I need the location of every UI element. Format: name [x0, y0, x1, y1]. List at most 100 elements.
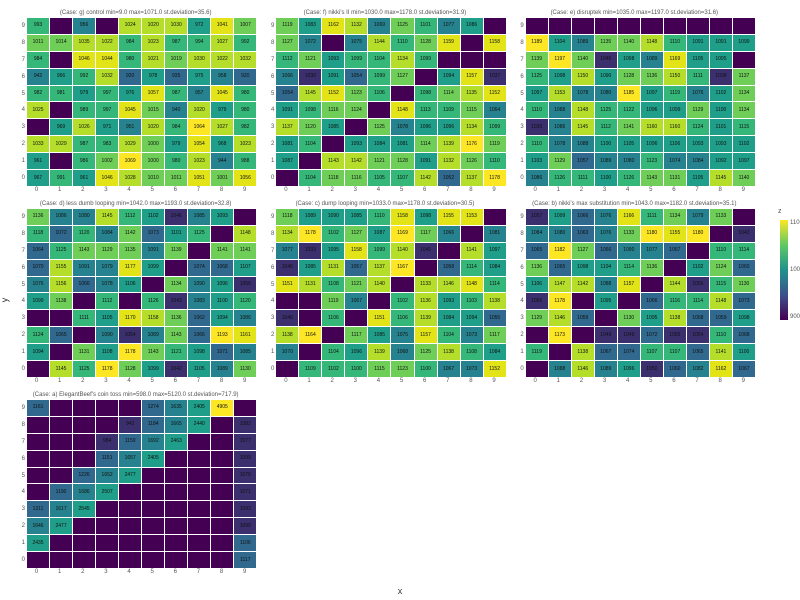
heatmap-cell: 1139	[415, 310, 437, 326]
heatmap-cell: 944	[211, 153, 233, 169]
heatmap-cell: 1136	[27, 209, 49, 225]
x-tick-label: 7	[446, 187, 449, 193]
heatmap-cell: 1140	[618, 35, 640, 51]
heatmap-cell: 1110	[710, 243, 732, 259]
heatmap-cell	[119, 552, 141, 568]
heatmap-cell: 1064	[484, 102, 506, 118]
heatmap: 1136108610801145111211021046108510931118…	[27, 209, 256, 377]
heatmap-cell: 1112	[595, 119, 617, 135]
y-tick-label: 7	[514, 248, 524, 254]
x-tick-label: 1	[58, 187, 61, 193]
heatmap-cell: 1148	[572, 102, 594, 118]
x-tick-label: 0	[284, 378, 287, 384]
y-tick-label: 5	[514, 282, 524, 288]
x-tick-label: 1	[557, 187, 560, 193]
heatmap-cell: 1137	[733, 69, 755, 85]
heatmap-cell: 1143	[142, 344, 164, 360]
heatmap-cell: 1067	[595, 344, 617, 360]
heatmap-cell: 1136	[641, 69, 663, 85]
heatmap-cell: 958	[211, 69, 233, 85]
heatmap-cell: 1131	[322, 260, 344, 276]
heatmap-cell: 1030	[165, 18, 187, 34]
heatmap-cell: 1025	[27, 102, 49, 118]
x-axis-ticks: 0123456789	[524, 187, 755, 193]
heatmap-cell: 1035	[73, 35, 95, 51]
heatmap-cell	[165, 484, 187, 500]
heatmap-cell: 1133	[415, 277, 437, 293]
heatmap-cell: 1105	[687, 170, 709, 186]
heatmap-cell: 1058	[438, 260, 460, 276]
heatmap-cell	[73, 518, 95, 534]
heatmap-cell: 1134	[733, 102, 755, 118]
heatmap-cell: 1148	[641, 35, 663, 51]
heatmap-cell: 940	[165, 102, 187, 118]
heatmap-cell: 1091	[73, 260, 95, 276]
heatmap-cell: 2463	[165, 434, 187, 450]
heatmap-cell	[391, 277, 413, 293]
heatmap-cell: 1093	[687, 136, 709, 152]
heatmap-cell: 1142	[415, 170, 437, 186]
heatmap-cell	[345, 310, 367, 326]
heatmap-cell: 1127	[391, 69, 413, 85]
heatmap-cell: 1099	[142, 361, 164, 377]
heatmap-cell: 1635	[165, 400, 187, 416]
heatmap-cell	[50, 52, 72, 68]
heatmap-cell: 1099	[549, 209, 571, 225]
heatmap-cell: 967	[27, 170, 49, 186]
heatmap-cell: 1065	[687, 344, 709, 360]
y-tick-label: 7	[264, 248, 274, 254]
x-axis-label: x	[398, 586, 403, 596]
figure: y x (Case: g) control min=9.0 max=1071.0…	[0, 0, 800, 600]
heatmap-cell: 1141	[211, 243, 233, 259]
heatmap-cell: 1125	[188, 226, 210, 242]
heatmap-cell	[572, 18, 594, 34]
heatmap-cell: 1085	[188, 209, 210, 225]
heatmap-cell: 1043	[165, 293, 187, 309]
heatmap-cell	[368, 102, 390, 118]
heatmap-cell: 1055	[526, 293, 548, 309]
x-tick-label: 9	[243, 187, 246, 193]
x-tick-label: 3	[104, 569, 107, 575]
heatmap-cell: 1089	[595, 153, 617, 169]
heatmap-cell: 1096	[345, 344, 367, 360]
heatmap-cell	[165, 518, 187, 534]
heatmap-cell: 1136	[641, 260, 663, 276]
heatmap-cell: 1068	[211, 260, 233, 276]
heatmap-cell	[526, 18, 548, 34]
heatmap-cell: 1124	[687, 119, 709, 135]
heatmap-cell: 1045	[415, 243, 437, 259]
heatmap-cell: 1037	[484, 69, 506, 85]
y-tick-label: 4	[15, 489, 25, 495]
heatmap-cell: 1050	[641, 361, 663, 377]
heatmap-cell: 1133	[710, 209, 732, 225]
heatmap-cell	[73, 417, 95, 433]
heatmap-cell: 1119	[276, 18, 298, 34]
heatmap-cell	[119, 535, 141, 551]
y-tick-label: 6	[514, 265, 524, 271]
heatmap-cell: 1081	[391, 136, 413, 152]
heatmap-cell	[119, 518, 141, 534]
y-tick-label: 5	[15, 473, 25, 479]
heatmap-cell: 1124	[27, 327, 49, 343]
heatmap-cell: 1035	[526, 119, 548, 135]
x-tick-label: 1	[58, 378, 61, 384]
heatmap-cell: 1089	[211, 361, 233, 377]
x-tick-label: 3	[603, 378, 606, 384]
heatmap-cell: 1138	[438, 344, 460, 360]
y-tick-label: 8	[514, 231, 524, 237]
heatmap-cell: 1099	[415, 52, 437, 68]
x-tick-label: 2	[580, 187, 583, 193]
heatmap-cell: 1115	[733, 119, 755, 135]
x-tick-label: 1	[557, 378, 560, 384]
x-tick-label: 0	[534, 187, 537, 193]
y-tick-label: 5	[514, 91, 524, 97]
heatmap-cell: 1090	[322, 209, 344, 225]
heatmap-cell	[687, 18, 709, 34]
heatmap-cell: 1094	[438, 69, 460, 85]
heatmap-cell: 1140	[733, 170, 755, 186]
heatmap-cell	[50, 310, 72, 326]
heatmap-wrap: 0123456789993956102410201030972104110071…	[15, 18, 256, 186]
y-tick-label: 3	[514, 124, 524, 130]
heatmap-cell: 1030	[299, 69, 321, 85]
heatmap-cell: 1066	[73, 277, 95, 293]
